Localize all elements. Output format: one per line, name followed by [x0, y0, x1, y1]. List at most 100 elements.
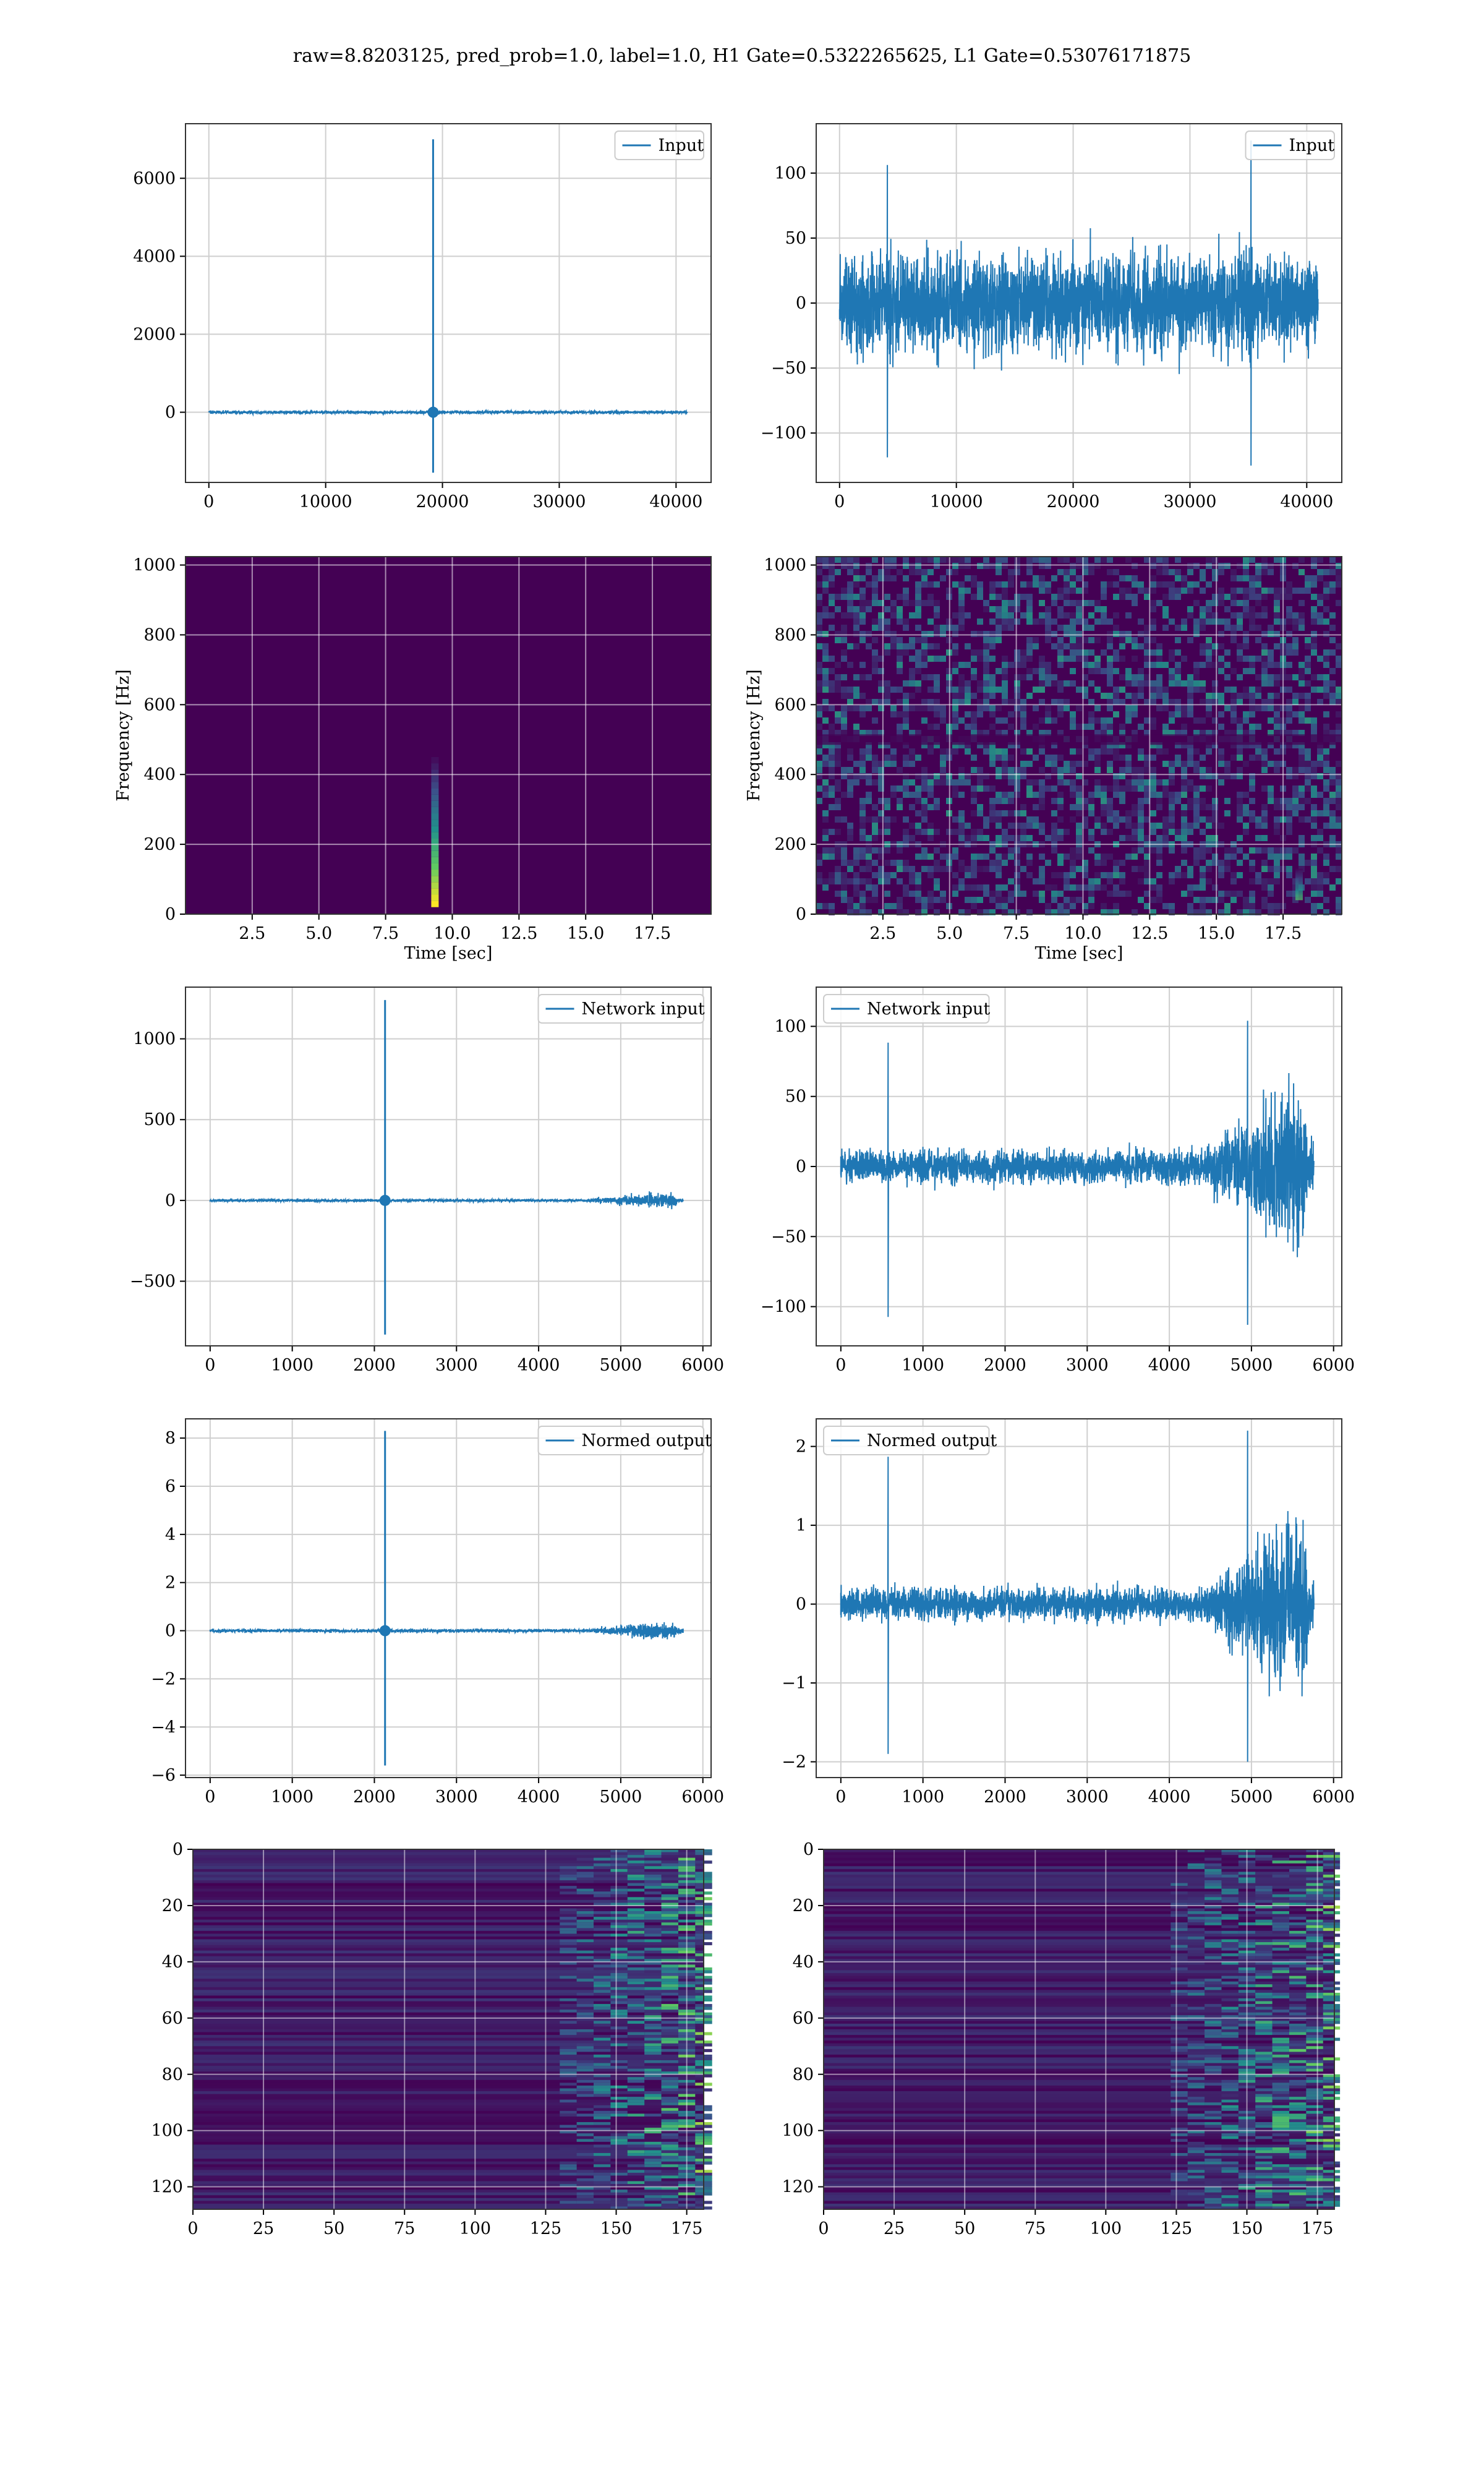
spectrogram-cell	[1329, 612, 1336, 618]
heatmap-row	[193, 1877, 704, 1881]
heatmap-cell	[1205, 1880, 1222, 1884]
spectrogram-cell	[1298, 569, 1305, 575]
y-axis-label: Frequency [Hz]	[114, 669, 133, 801]
spectrogram-cell	[1187, 798, 1193, 804]
spectrogram-cell	[872, 779, 878, 785]
spectrogram-cell	[1057, 730, 1064, 736]
heatmap-cell	[594, 2181, 611, 2185]
spectrogram-cell	[1175, 866, 1181, 872]
spectrogram-cell	[841, 767, 847, 773]
heatmap-cell	[610, 2181, 628, 2185]
spectrogram-cell	[903, 557, 909, 563]
heatmap-cell	[1289, 2060, 1307, 2064]
heatmap-cell	[1221, 2026, 1239, 2030]
spectrogram-cell	[1243, 668, 1249, 674]
y-tick-label: 200	[143, 835, 176, 854]
spectrogram-cell	[1144, 860, 1150, 866]
spectrogram-cell	[841, 612, 847, 618]
spectrogram-cell	[853, 643, 859, 649]
spectrogram-cell	[897, 804, 903, 810]
heatmap-cell	[627, 2068, 645, 2072]
spectrogram-cell	[1125, 631, 1132, 637]
spectrogram-cell	[1064, 680, 1070, 687]
spectrogram-cell	[1008, 662, 1014, 668]
heatmap-row	[193, 2023, 704, 2027]
heatmap-cell	[594, 2128, 611, 2131]
spectrogram-cell	[1156, 798, 1162, 804]
heatmap-cell	[644, 2094, 662, 2097]
spectrogram-cell	[1200, 649, 1206, 656]
spectrogram-cell	[1268, 884, 1274, 891]
spectrogram-cell	[1082, 816, 1088, 823]
heatmap-cell	[627, 1950, 645, 1954]
spectrogram-cell	[1119, 724, 1125, 730]
legend-box	[537, 1426, 704, 1455]
heatmap-row	[193, 1964, 704, 1968]
spectrogram-cell	[1274, 903, 1280, 909]
heatmap-row	[193, 1984, 704, 1988]
x-tick-label: 5000	[1230, 1356, 1273, 1375]
spectrogram-cell	[1094, 606, 1101, 612]
heatmap-cell	[661, 2099, 678, 2103]
spectrogram-cell	[1212, 884, 1218, 891]
spectrogram-cell	[1187, 891, 1193, 897]
spectrogram-cell	[903, 705, 909, 711]
spectrogram-cell	[971, 854, 977, 860]
spectrogram-cell	[1212, 860, 1218, 866]
spectrogram-cell	[1181, 891, 1187, 897]
spectrogram-cell	[1138, 581, 1144, 588]
heatmap-cell	[1187, 1961, 1205, 1965]
heatmap-row	[193, 1930, 704, 1934]
heatmap-cell	[1255, 1930, 1273, 1934]
spectrogram-cell	[921, 810, 927, 816]
heatmap-cell	[1323, 1981, 1341, 1985]
spectrogram-cell	[1212, 854, 1218, 860]
spectrogram-cell	[1026, 730, 1033, 736]
heatmap-row	[824, 1959, 1334, 1963]
spectrogram-cell	[822, 847, 829, 854]
spectrogram-cell	[1138, 866, 1144, 872]
spectrogram-cell	[1305, 779, 1311, 785]
heatmap-row	[824, 2097, 1334, 2100]
spectrogram-cell	[1237, 656, 1243, 662]
heatmap-cell	[560, 2074, 577, 2078]
spectrogram-cell	[1107, 854, 1113, 860]
heatmap-cell	[1323, 1925, 1341, 1928]
spectrogram-cell	[952, 717, 958, 724]
heatmap-cell	[576, 2192, 594, 2196]
spectrogram-cell	[1026, 792, 1033, 798]
spectrogram-cell	[903, 563, 909, 569]
heatmap-cell	[1323, 2108, 1341, 2112]
spectrogram-cell	[816, 581, 822, 588]
heatmap-cell	[594, 1933, 611, 1937]
x-axis-label: Time [sec]	[404, 944, 493, 963]
heatmap-cell	[1171, 2094, 1188, 2097]
spectrogram-cell	[1088, 835, 1094, 841]
heatmap-row	[824, 2006, 1334, 2010]
spectrogram-cell	[1311, 674, 1317, 680]
heatmap-cell	[1289, 2029, 1307, 2033]
heatmap-cell	[1187, 2063, 1205, 2066]
heatmap-cell	[610, 1990, 628, 1993]
heatmap-cell	[1289, 2139, 1307, 2142]
heatmap-row	[193, 1936, 704, 1940]
spectrogram-cell	[1045, 773, 1051, 779]
heatmap-row	[824, 1883, 1334, 1886]
spectrogram-cell	[1039, 804, 1045, 810]
chirp-segment	[431, 857, 439, 863]
heatmap-cell	[1187, 1922, 1205, 1926]
spectrogram-cell	[1039, 891, 1045, 897]
spectrogram-cell	[996, 884, 1002, 891]
heatmap-row	[193, 1888, 704, 1892]
spectrogram-cell	[915, 569, 921, 575]
spectrogram-cell	[958, 625, 965, 631]
heatmap-cell	[1323, 1888, 1341, 1892]
spectrogram-cell	[983, 816, 989, 823]
spectrogram-cell	[1150, 810, 1156, 816]
spectrogram-cell	[1156, 705, 1162, 711]
spectrogram-cell	[903, 835, 909, 841]
heatmap-cell	[661, 1852, 678, 1856]
heatmap-cell	[1187, 2122, 1205, 2126]
heatmap-cell	[627, 1903, 645, 1906]
heatmap-row	[824, 1981, 1334, 1985]
